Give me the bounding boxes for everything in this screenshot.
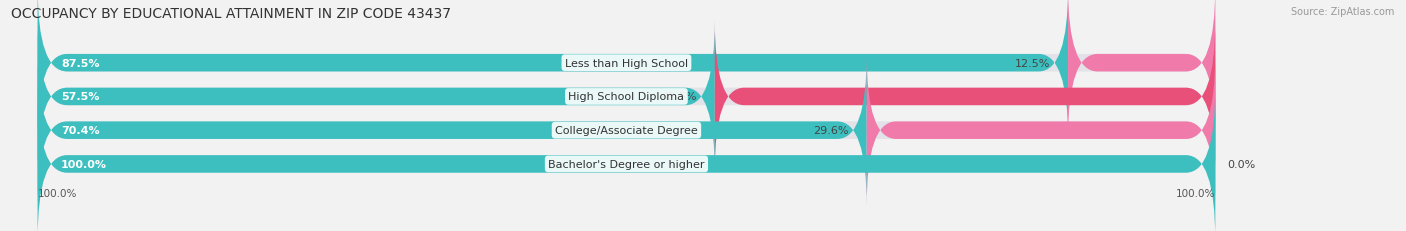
- Text: 29.6%: 29.6%: [814, 126, 849, 136]
- Text: College/Associate Degree: College/Associate Degree: [555, 126, 697, 136]
- Text: Less than High School: Less than High School: [565, 58, 688, 68]
- Text: 42.5%: 42.5%: [662, 92, 697, 102]
- Text: High School Diploma: High School Diploma: [568, 92, 685, 102]
- FancyBboxPatch shape: [866, 55, 1215, 206]
- Text: Source: ZipAtlas.com: Source: ZipAtlas.com: [1291, 7, 1395, 17]
- FancyBboxPatch shape: [38, 0, 1215, 139]
- Text: Bachelor's Degree or higher: Bachelor's Degree or higher: [548, 159, 704, 169]
- FancyBboxPatch shape: [38, 0, 1069, 139]
- FancyBboxPatch shape: [38, 55, 866, 206]
- Text: 12.5%: 12.5%: [1015, 58, 1050, 68]
- Text: 57.5%: 57.5%: [62, 92, 100, 102]
- Text: 100.0%: 100.0%: [62, 159, 107, 169]
- FancyBboxPatch shape: [38, 22, 1215, 172]
- Text: 0.0%: 0.0%: [1227, 159, 1256, 169]
- FancyBboxPatch shape: [38, 22, 714, 172]
- FancyBboxPatch shape: [1069, 0, 1215, 139]
- Text: 100.0%: 100.0%: [38, 188, 77, 198]
- FancyBboxPatch shape: [38, 89, 1215, 231]
- FancyBboxPatch shape: [714, 22, 1215, 172]
- Text: OCCUPANCY BY EDUCATIONAL ATTAINMENT IN ZIP CODE 43437: OCCUPANCY BY EDUCATIONAL ATTAINMENT IN Z…: [11, 7, 451, 21]
- FancyBboxPatch shape: [38, 89, 1215, 231]
- Text: 70.4%: 70.4%: [62, 126, 100, 136]
- FancyBboxPatch shape: [38, 55, 1215, 206]
- Text: 87.5%: 87.5%: [62, 58, 100, 68]
- Text: 100.0%: 100.0%: [1175, 188, 1215, 198]
